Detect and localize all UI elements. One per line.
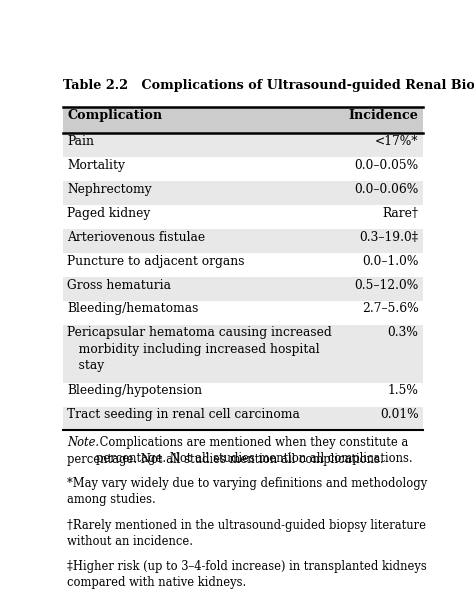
Text: *May vary widely due to varying definitions and methodology
among studies.: *May vary widely due to varying definiti… bbox=[67, 477, 428, 507]
Bar bbox=[63, 407, 423, 431]
Text: Rare†: Rare† bbox=[383, 207, 419, 219]
Text: Arteriovenous fistulae: Arteriovenous fistulae bbox=[67, 231, 205, 243]
Text: Note.: Note. bbox=[67, 436, 100, 449]
Bar bbox=[63, 181, 423, 205]
Text: 2.7–5.6%: 2.7–5.6% bbox=[362, 303, 419, 316]
Text: Pain: Pain bbox=[67, 135, 94, 148]
Bar bbox=[63, 277, 423, 301]
Text: Incidence: Incidence bbox=[349, 109, 419, 122]
Text: Table 2.2   Complications of Ultrasound-guided Renal Biopsies: Table 2.2 Complications of Ultrasound-gu… bbox=[63, 79, 474, 91]
Text: Tract seeding in renal cell carcinoma: Tract seeding in renal cell carcinoma bbox=[67, 408, 300, 422]
Text: percentage. Not all studies mention all complications.: percentage. Not all studies mention all … bbox=[67, 453, 384, 466]
Text: 1.5%: 1.5% bbox=[388, 385, 419, 398]
Bar bbox=[63, 205, 423, 229]
Text: Paged kidney: Paged kidney bbox=[67, 207, 151, 219]
Text: ‡Higher risk (up to 3–4-fold increase) in transplanted kidneys
compared with nat: ‡Higher risk (up to 3–4-fold increase) i… bbox=[67, 560, 427, 589]
Bar bbox=[63, 157, 423, 181]
Text: 0.0–1.0%: 0.0–1.0% bbox=[362, 255, 419, 267]
Bar bbox=[63, 253, 423, 277]
Bar bbox=[63, 301, 423, 325]
Bar bbox=[63, 383, 423, 407]
Text: 0.0–0.06%: 0.0–0.06% bbox=[354, 183, 419, 196]
Text: Complications are mentioned when they constitute a
percentage. Not all studies m: Complications are mentioned when they co… bbox=[96, 436, 412, 465]
Text: 0.01%: 0.01% bbox=[380, 408, 419, 422]
Text: 0.3%: 0.3% bbox=[388, 327, 419, 340]
Text: 0.3–19.0‡: 0.3–19.0‡ bbox=[359, 231, 419, 243]
Text: Bleeding/hematomas: Bleeding/hematomas bbox=[67, 303, 199, 316]
Text: Puncture to adjacent organs: Puncture to adjacent organs bbox=[67, 255, 245, 267]
Bar bbox=[63, 229, 423, 253]
Text: Nephrectomy: Nephrectomy bbox=[67, 183, 152, 196]
Text: Mortality: Mortality bbox=[67, 159, 125, 172]
Bar bbox=[63, 107, 423, 133]
Text: 0.5–12.0%: 0.5–12.0% bbox=[354, 279, 419, 291]
Text: Pericapsular hematoma causing increased
   morbidity including increased hospita: Pericapsular hematoma causing increased … bbox=[67, 327, 332, 373]
Text: 0.0–0.05%: 0.0–0.05% bbox=[355, 159, 419, 172]
Bar bbox=[63, 325, 423, 383]
Bar bbox=[63, 133, 423, 157]
Text: Complication: Complication bbox=[67, 109, 163, 122]
Text: <17%*: <17%* bbox=[375, 135, 419, 148]
Text: †Rarely mentioned in the ultrasound-guided biopsy literature
without an incidenc: †Rarely mentioned in the ultrasound-guid… bbox=[67, 519, 426, 548]
Text: Bleeding/hypotension: Bleeding/hypotension bbox=[67, 385, 202, 398]
Text: Gross hematuria: Gross hematuria bbox=[67, 279, 171, 291]
